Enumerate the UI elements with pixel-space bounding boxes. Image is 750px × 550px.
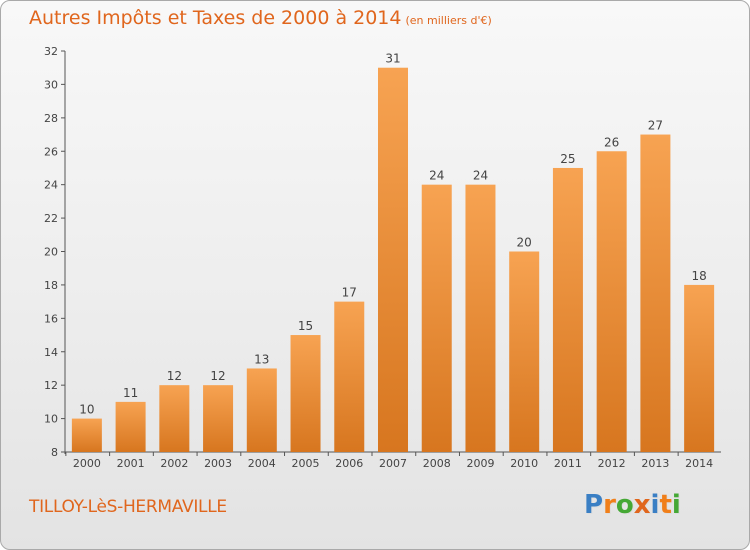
y-tick-label: 22 (44, 212, 58, 225)
x-tick-label: 2003 (204, 457, 232, 470)
y-tick-label: 26 (44, 145, 58, 158)
title-text: Autres Impôts et Taxes de 2000 à 2014 (29, 7, 402, 29)
x-tick-label: 2001 (117, 457, 145, 470)
data-labels: 10 11 12 12 13 15 17 31 24 24 20 25 26 27 18 (79, 52, 707, 417)
x-tick-label: 2012 (598, 457, 626, 470)
data-label-2001: 11 (123, 386, 138, 400)
logo-letter: x (633, 490, 651, 520)
y-tick-label: 10 (44, 413, 58, 426)
bar-2003 (203, 385, 234, 452)
bar-2013 (640, 134, 671, 452)
chart-subtitle: (en milliers d'€) (405, 14, 492, 27)
chart-title: Autres Impôts et Taxes de 2000 à 2014 (en… (29, 7, 492, 29)
x-tick-label: 2005 (292, 457, 320, 470)
logo-letter: r (603, 490, 616, 520)
bar-2006 (334, 301, 365, 452)
bar-2005 (290, 335, 321, 452)
data-label-2007: 31 (385, 52, 400, 66)
bars (71, 67, 715, 453)
data-label-2002: 12 (167, 369, 182, 383)
data-label-2008: 24 (429, 169, 444, 183)
y-tick-label: 18 (44, 279, 58, 292)
bar-2009 (465, 184, 496, 452)
logo-letter: P (584, 490, 604, 520)
data-label-2014: 18 (691, 269, 706, 283)
y-tick-label: 24 (44, 179, 58, 192)
y-tick-label: 12 (44, 379, 58, 392)
data-label-2005: 15 (298, 319, 313, 333)
bar-2001 (115, 401, 146, 452)
x-tick-label: 2010 (510, 457, 538, 470)
y-tick-label: 20 (44, 246, 58, 259)
x-tick-label: 2009 (466, 457, 494, 470)
bar-2011 (552, 167, 583, 453)
y-tick-label: 14 (44, 346, 58, 359)
x-tick-label: 2013 (641, 457, 669, 470)
y-tick-label: 28 (44, 112, 58, 125)
data-label-2000: 10 (79, 403, 94, 417)
bar-2012 (596, 151, 627, 452)
logo-letter: t (659, 490, 672, 520)
bar-2007 (378, 67, 408, 452)
x-tick-label: 2014 (685, 457, 713, 470)
y-tick-label: 8 (51, 446, 58, 459)
bar-2008 (421, 184, 452, 452)
bar-2002 (159, 385, 190, 452)
x-tick-label: 2011 (554, 457, 582, 470)
x-tick-label: 2006 (335, 457, 363, 470)
bar-2014 (684, 284, 715, 452)
data-label-2003: 12 (210, 369, 225, 383)
logo-letter: i (650, 490, 660, 520)
data-label-2009: 24 (473, 169, 488, 183)
x-tick-label: 2008 (423, 457, 451, 470)
x-tick-label: 2007 (379, 457, 407, 470)
bar-2010 (509, 251, 540, 452)
data-label-2012: 26 (604, 135, 619, 149)
bar-2004 (246, 368, 277, 452)
data-label-2013: 27 (648, 119, 663, 133)
data-label-2011: 25 (560, 152, 575, 166)
y-tick-label: 16 (44, 312, 58, 325)
logo-letter: o (615, 490, 634, 520)
bar-2000 (71, 418, 102, 452)
logo-letter: i (671, 490, 681, 520)
data-label-2006: 17 (342, 286, 357, 300)
place-name: TILLOY-LèS-HERMAVILLE (29, 497, 227, 517)
y-tick-label: 32 (44, 45, 58, 58)
x-tick-label: 2000 (73, 457, 101, 470)
x-tick-label: 2004 (248, 457, 276, 470)
data-label-2004: 13 (254, 352, 269, 366)
data-label-2010: 20 (517, 236, 532, 250)
y-tick-label: 30 (44, 78, 58, 91)
proxiti-logo[interactable]: Proxiti (584, 490, 681, 520)
x-tick-label: 2002 (160, 457, 188, 470)
